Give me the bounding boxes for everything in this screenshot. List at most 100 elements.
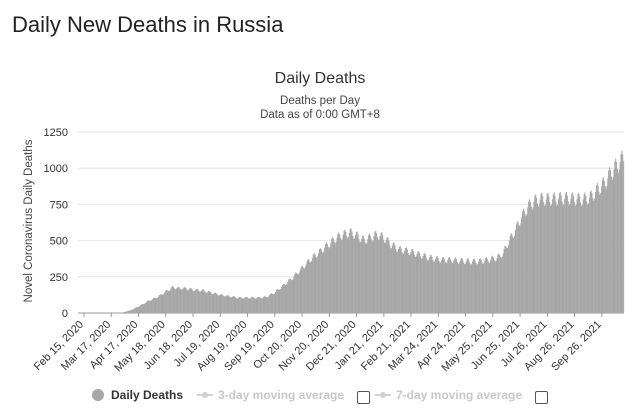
- daily-deaths-bar: [581, 204, 583, 313]
- daily-deaths-bar: [446, 262, 448, 313]
- daily-deaths-bar: [608, 170, 610, 313]
- daily-deaths-bar: [250, 297, 252, 313]
- daily-deaths-bar: [401, 251, 403, 313]
- legend-item-daily-deaths[interactable]: Daily Deaths: [92, 388, 183, 402]
- daily-deaths-bar: [320, 249, 322, 313]
- legend-item-3-day-average[interactable]: 3-day moving average: [197, 388, 344, 402]
- daily-deaths-bar: [611, 179, 613, 313]
- daily-deaths-bar: [210, 293, 212, 313]
- daily-deaths-bar: [346, 235, 348, 313]
- daily-deaths-bar: [505, 246, 507, 313]
- daily-deaths-bar: [367, 238, 369, 313]
- daily-deaths-bar: [349, 228, 351, 313]
- daily-deaths-bar: [318, 252, 320, 313]
- daily-deaths-bar: [301, 266, 303, 313]
- daily-deaths-bar: [166, 290, 168, 313]
- y-tick-label: 750: [50, 199, 68, 211]
- daily-deaths-bar: [584, 192, 586, 313]
- daily-deaths-bar: [579, 196, 581, 313]
- daily-deaths-bar: [212, 294, 214, 313]
- daily-deaths-bar: [620, 153, 622, 313]
- daily-deaths-bar: [570, 198, 572, 313]
- daily-deaths-bar: [601, 186, 603, 313]
- daily-deaths-bar: [302, 266, 304, 313]
- daily-deaths-bar: [434, 261, 436, 313]
- daily-deaths-bar: [547, 192, 549, 313]
- daily-deaths-bar: [252, 296, 254, 313]
- daily-deaths-bar: [379, 236, 381, 313]
- daily-deaths-bar: [220, 294, 222, 313]
- daily-deaths-bar: [575, 204, 577, 313]
- daily-deaths-bar: [191, 288, 193, 313]
- daily-deaths-bar: [405, 247, 407, 313]
- daily-deaths-bar: [207, 291, 209, 313]
- daily-deaths-bar: [389, 245, 391, 313]
- daily-deaths-bar: [463, 262, 465, 313]
- daily-deaths-bar: [360, 241, 362, 313]
- daily-deaths-bar: [442, 257, 444, 313]
- daily-deaths-bar: [267, 296, 269, 313]
- daily-deaths-bar: [485, 257, 487, 313]
- daily-deaths-bar: [515, 224, 517, 313]
- checkbox-3-day-average[interactable]: [357, 391, 370, 404]
- daily-deaths-bar: [222, 294, 224, 313]
- daily-deaths-bar: [289, 278, 291, 313]
- daily-deaths-bar: [470, 264, 472, 313]
- legend-item-7-day-average[interactable]: 7-day moving average: [375, 388, 522, 402]
- daily-deaths-bar: [614, 161, 616, 313]
- daily-deaths-bar: [150, 300, 152, 313]
- daily-deaths-bar: [310, 262, 312, 313]
- daily-deaths-bar: [139, 305, 141, 313]
- daily-deaths-bar: [469, 262, 471, 313]
- daily-deaths-bar: [218, 295, 220, 313]
- daily-deaths-bar: [234, 296, 236, 313]
- daily-deaths-bar: [264, 296, 266, 313]
- daily-deaths-bar: [344, 229, 346, 313]
- daily-deaths-bar: [300, 267, 302, 313]
- daily-deaths-bar: [455, 257, 457, 313]
- daily-deaths-bar: [208, 291, 210, 313]
- daily-deaths-bar: [305, 264, 307, 313]
- daily-deaths-bar: [249, 298, 251, 313]
- daily-deaths-bar: [223, 296, 225, 313]
- daily-deaths-bar: [141, 304, 143, 313]
- daily-deaths-bar: [551, 204, 553, 313]
- checkbox-7-day-average[interactable]: [535, 391, 548, 404]
- daily-deaths-bar: [460, 258, 462, 313]
- daily-deaths-bar: [268, 295, 270, 313]
- daily-deaths-bar: [400, 248, 402, 313]
- daily-deaths-bar: [275, 290, 277, 313]
- y-tick-label: 1000: [44, 163, 68, 175]
- daily-deaths-bar: [602, 177, 604, 313]
- daily-deaths-bar: [586, 201, 588, 313]
- daily-deaths-bar: [186, 289, 188, 313]
- daily-deaths-bar: [359, 242, 361, 313]
- daily-deaths-bar: [263, 296, 265, 313]
- daily-deaths-bar: [144, 303, 146, 313]
- daily-deaths-bar: [529, 202, 531, 313]
- daily-deaths-bar: [187, 290, 189, 313]
- daily-deaths-bar: [471, 264, 473, 313]
- daily-deaths-bar: [298, 273, 300, 313]
- daily-deaths-bar: [594, 198, 596, 313]
- daily-deaths-bar: [368, 235, 370, 313]
- daily-deaths-bar: [164, 292, 166, 313]
- daily-deaths-bar: [280, 288, 282, 313]
- daily-deaths-bar: [588, 197, 590, 313]
- daily-deaths-bar: [276, 289, 278, 313]
- daily-deaths-bar: [332, 238, 335, 313]
- daily-deaths-bar: [449, 258, 451, 313]
- daily-deaths-bar: [127, 311, 129, 313]
- daily-deaths-bar: [197, 289, 199, 313]
- daily-deaths-bar: [439, 262, 441, 313]
- daily-deaths-bar: [189, 288, 191, 313]
- daily-deaths-bar: [536, 197, 538, 313]
- daily-deaths-bar: [159, 294, 161, 313]
- daily-deaths-bar: [559, 191, 561, 313]
- daily-deaths-bar: [226, 295, 228, 313]
- daily-deaths-bar: [411, 249, 413, 313]
- daily-deaths-bar: [327, 246, 329, 313]
- y-tick-label: 0: [62, 308, 68, 320]
- daily-deaths-bar: [383, 242, 385, 313]
- daily-deaths-bar: [181, 289, 183, 313]
